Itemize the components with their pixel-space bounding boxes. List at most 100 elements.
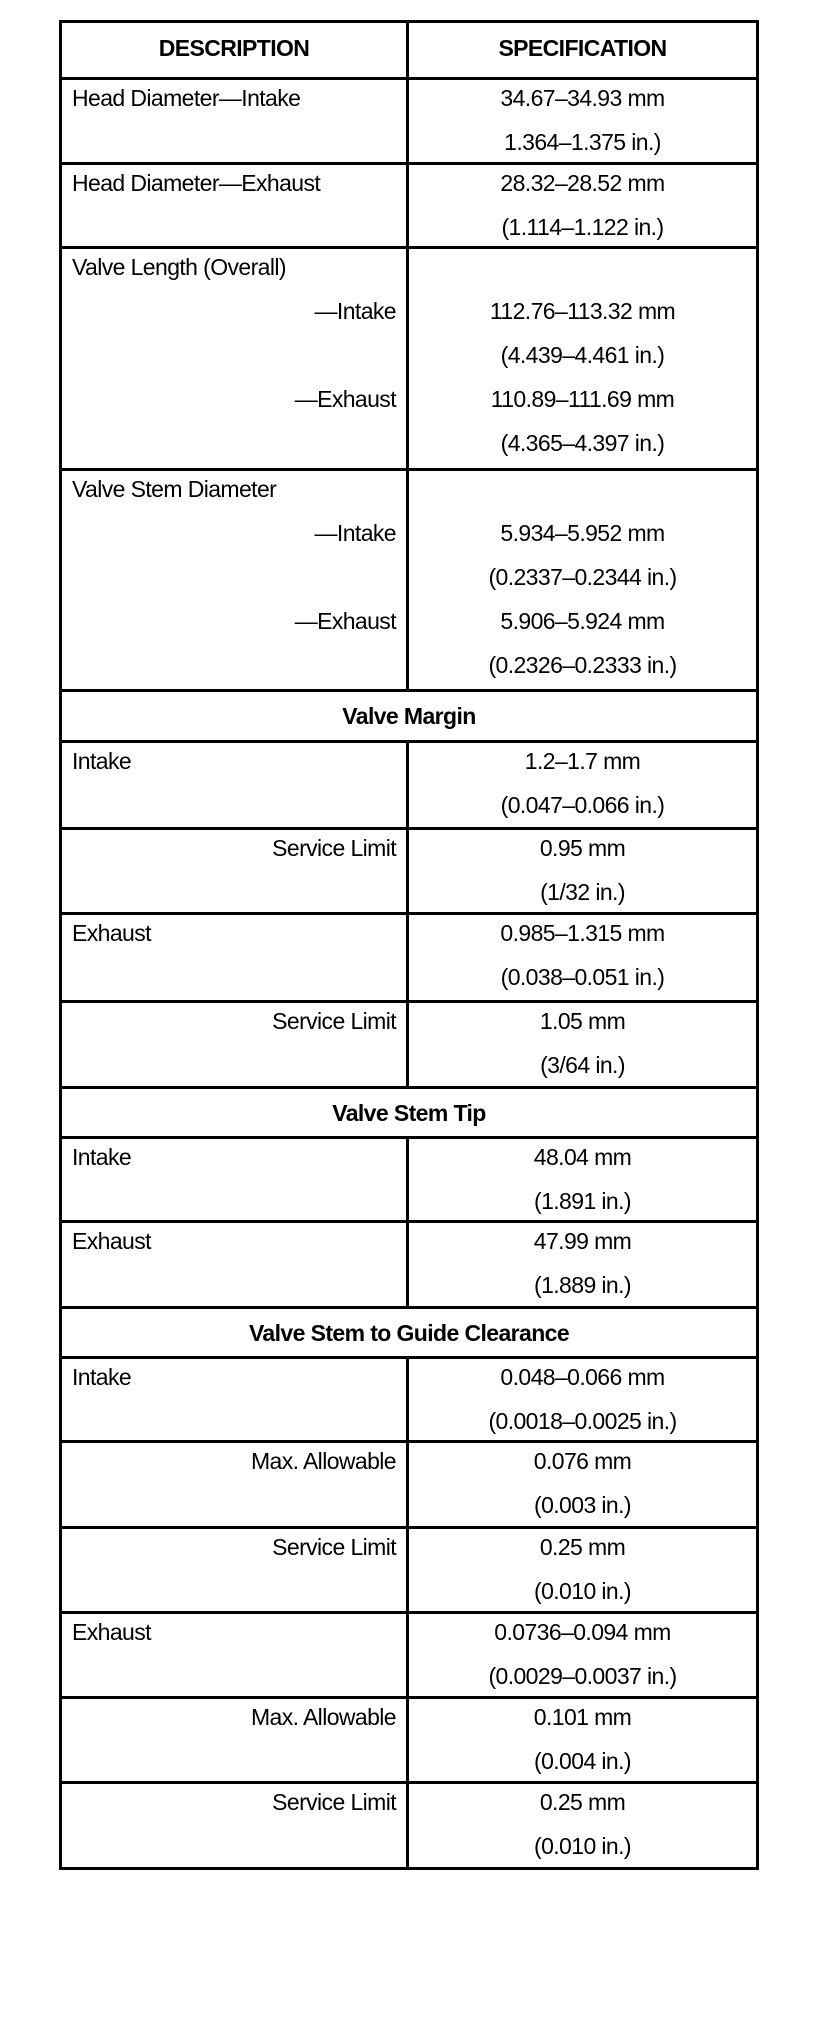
specification-cell: 0.048–0.066 mm (0.0018–0.0025 in.) <box>409 1359 756 1440</box>
description-line <box>72 959 396 1000</box>
table-row: Intake 1.2–1.7 mm (0.047–0.066 in.) <box>62 740 756 827</box>
specification-line: (1.114–1.122 in.) <box>501 214 665 240</box>
description-cell: Exhaust <box>62 1223 409 1306</box>
specification-line: 1.2–1.7 mm <box>524 748 641 774</box>
description-cell: Intake <box>62 743 409 827</box>
specification-line: 112.76–113.32 mm <box>489 298 676 324</box>
specification-cell: 0.0736–0.094 mm (0.0029–0.0037 in.) <box>409 1614 756 1696</box>
specification-line: 34.67–34.93 mm <box>500 85 665 111</box>
section-header-row: Valve Stem Tip <box>62 1086 756 1136</box>
description-line: Exhaust <box>72 920 152 946</box>
section-title: Valve Margin <box>342 703 476 729</box>
description-cell: Valve Length (Overall) —Intake —Exhaust <box>62 249 409 468</box>
description-line <box>72 124 396 162</box>
specification-cell: 1.2–1.7 mm (0.047–0.066 in.) <box>409 743 756 827</box>
table-row: Service Limit 0.25 mm (0.010 in.) <box>62 1526 756 1611</box>
specification-line: (0.0018–0.0025 in.) <box>488 1408 677 1434</box>
specification-cell: 34.67–34.93 mm 1.364–1.375 in.) <box>409 80 756 162</box>
specification-line: (0.010 in.) <box>534 1833 632 1859</box>
description-cell: Head Diameter—Intake <box>62 80 409 162</box>
specification-line: (0.2326–0.2333 in.) <box>488 652 677 678</box>
specification-line: 0.076 mm <box>533 1448 632 1474</box>
specification-cell: 0.985–1.315 mm (0.038–0.051 in.) <box>409 915 756 1000</box>
table-row: Service Limit 0.95 mm (1/32 in.) <box>62 827 756 912</box>
specification-line <box>409 249 756 293</box>
description-line <box>72 1267 396 1306</box>
specification-cell: 48.04 mm (1.891 in.) <box>409 1139 756 1220</box>
table-row: Head Diameter—Exhaust 28.32–28.52 mm (1.11… <box>62 162 756 246</box>
description-line: Intake <box>72 748 132 774</box>
specification-line: (1.889 in.) <box>534 1272 632 1298</box>
description-line <box>72 559 396 603</box>
specification-cell: 5.934–5.952 mm (0.2337–0.2344 in.) 5.906–5… <box>409 471 756 689</box>
specification-line: 0.985–1.315 mm <box>500 920 665 946</box>
specification-cell: 1.05 mm (3/64 in.) <box>409 1003 756 1086</box>
description-cell: Service Limit <box>62 1003 409 1086</box>
header-description: DESCRIPTION <box>62 23 409 77</box>
specification-cell: 0.076 mm (0.003 in.) <box>409 1443 756 1526</box>
description-line: —Exhaust <box>294 386 397 412</box>
description-line <box>72 647 396 689</box>
table-row: Exhaust 47.99 mm (1.889 in.) <box>62 1220 756 1306</box>
specification-line: (4.365–4.397 in.) <box>500 430 665 456</box>
specification-line: (4.439–4.461 in.) <box>500 342 665 368</box>
specification-line: 0.25 mm <box>539 1789 626 1815</box>
specification-line: 0.048–0.066 mm <box>500 1364 665 1390</box>
table-header-row: DESCRIPTION SPECIFICATION <box>62 23 756 77</box>
description-line: Max. Allowable <box>250 1448 397 1474</box>
description-line <box>72 1487 396 1526</box>
description-line <box>72 1743 396 1781</box>
specification-line: (0.038–0.051 in.) <box>500 964 665 990</box>
section-title: Valve Stem Tip <box>332 1100 486 1126</box>
table-row: Intake 0.048–0.066 mm (0.0018–0.0025 in.) <box>62 1356 756 1440</box>
specification-line: (1.891 in.) <box>534 1188 632 1214</box>
specification-line: 0.101 mm <box>533 1704 632 1730</box>
table-row: Service Limit 0.25 mm (0.010 in.) <box>62 1781 756 1867</box>
description-cell: Exhaust <box>62 1614 409 1696</box>
description-cell: Valve Stem Diameter —Intake —Exhaust <box>62 471 409 689</box>
specification-cell: 28.32–28.52 mm (1.114–1.122 in.) <box>409 165 756 246</box>
specification-line: 48.04 mm <box>533 1144 632 1170</box>
valve-specification-table: DESCRIPTION SPECIFICATION Head Diameter—… <box>59 20 759 1870</box>
table-row: Exhaust 0.985–1.315 mm (0.038–0.051 in.) <box>62 912 756 1000</box>
table-row: Max. Allowable 0.101 mm (0.004 in.) <box>62 1696 756 1781</box>
specification-cell: 47.99 mm (1.889 in.) <box>409 1223 756 1306</box>
description-line <box>72 209 396 246</box>
description-line: —Exhaust <box>294 608 397 634</box>
table-row: Max. Allowable 0.076 mm (0.003 in.) <box>62 1440 756 1526</box>
table-row: Exhaust 0.0736–0.094 mm (0.0029–0.0037 in.… <box>62 1611 756 1696</box>
description-line <box>72 337 396 381</box>
description-line: Valve Length (Overall) <box>72 254 287 280</box>
specification-line: 28.32–28.52 mm <box>500 170 665 196</box>
description-line: Service Limit <box>272 835 396 861</box>
specification-line: (0.010 in.) <box>534 1578 632 1604</box>
description-cell: Exhaust <box>62 915 409 1000</box>
specification-line: (1/32 in.) <box>540 879 625 905</box>
description-cell: Head Diameter—Exhaust <box>62 165 409 246</box>
specification-line: (0.0029–0.0037 in.) <box>488 1663 677 1689</box>
description-line: Exhaust <box>72 1228 152 1254</box>
specification-cell: 0.25 mm (0.010 in.) <box>409 1784 756 1867</box>
description-cell: Service Limit <box>62 1529 409 1611</box>
description-line: —Intake <box>314 298 397 324</box>
description-line: Exhaust <box>72 1619 152 1645</box>
description-cell: Intake <box>62 1359 409 1440</box>
description-line: Service Limit <box>272 1008 396 1034</box>
specification-line: (0.003 in.) <box>534 1492 632 1518</box>
description-cell: Service Limit <box>62 830 409 912</box>
description-line <box>72 1403 396 1440</box>
description-line <box>72 874 396 912</box>
description-cell: Intake <box>62 1139 409 1220</box>
table-row: Service Limit 1.05 mm (3/64 in.) <box>62 1000 756 1086</box>
specification-line <box>409 471 756 515</box>
description-line: Intake <box>72 1144 132 1170</box>
specification-line: (0.047–0.066 in.) <box>500 792 665 818</box>
description-line: Head Diameter—Exhaust <box>72 170 321 196</box>
specification-line: 1.364–1.375 in.) <box>504 129 661 155</box>
table-row: Intake 48.04 mm (1.891 in.) <box>62 1136 756 1220</box>
description-line: Max. Allowable <box>250 1704 397 1730</box>
description-line: —Intake <box>314 520 397 546</box>
specification-line: 110.89–111.69 mm <box>490 386 675 412</box>
table-row: Valve Stem Diameter —Intake —Exhaust 5.934–… <box>62 468 756 689</box>
description-cell: Max. Allowable <box>62 1443 409 1526</box>
